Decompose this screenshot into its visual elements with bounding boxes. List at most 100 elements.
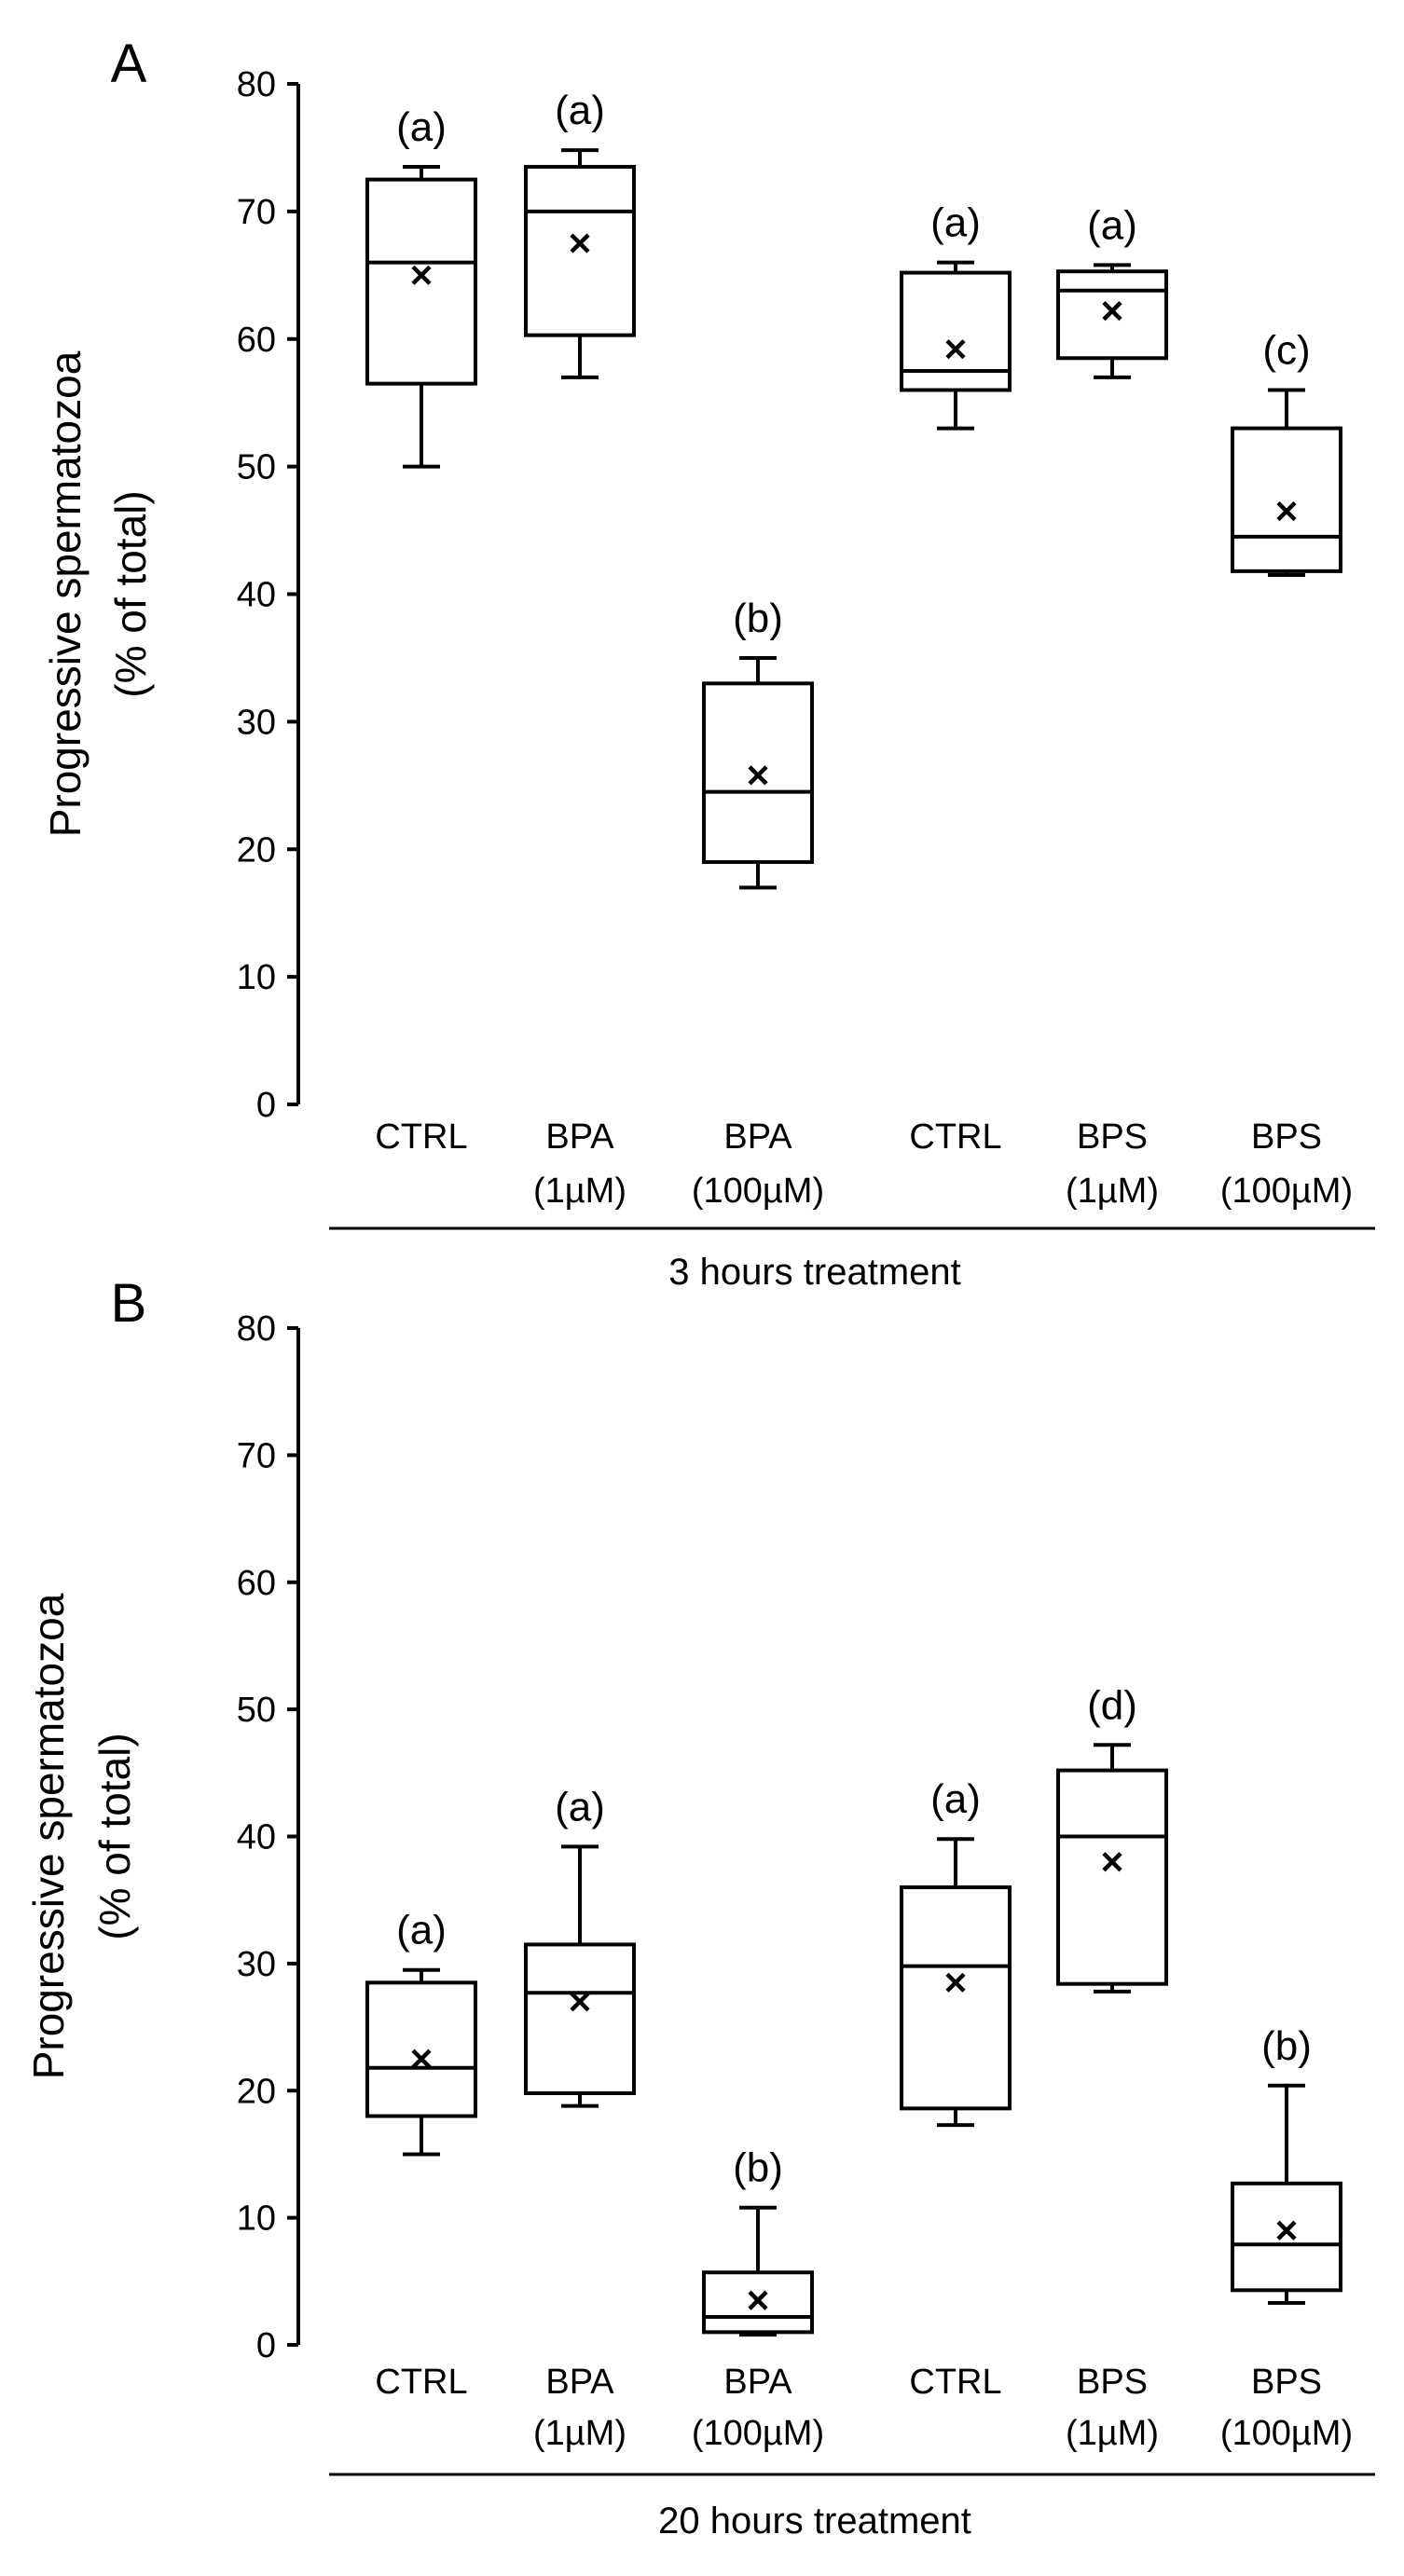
y-tick-label: 30 [237, 703, 276, 742]
significance-letter: (a) [396, 104, 447, 150]
y-tick-label: 10 [237, 958, 276, 997]
box-5: (d) [1056, 1682, 1168, 1994]
category-sublabel: (1µM) [1066, 1172, 1159, 1211]
box-iqr [1231, 426, 1342, 573]
panel-a: A 0 10 20 30 40 50 60 70 80 Progressive spermatozo… [41, 34, 1375, 1293]
mean-marker [748, 2290, 768, 2310]
box-iqr [1056, 1768, 1168, 1986]
mean-marker [1102, 301, 1122, 322]
box-iqr [1231, 2181, 1342, 2293]
category-sublabel: (100µM) [692, 1172, 824, 1211]
mean-marker [570, 233, 590, 253]
significance-letter: (a) [1087, 202, 1137, 248]
box-1: (a) [365, 104, 477, 469]
y-tick-label: 20 [237, 2072, 276, 2111]
category-label: CTRL [909, 2363, 1001, 2402]
y-tick-label: 80 [237, 65, 276, 104]
y-tick-label: 30 [237, 1945, 276, 1984]
group-label: 20 hours treatment [658, 2501, 971, 2542]
y-tick-label: 70 [237, 1436, 276, 1475]
mean-marker-stroke [570, 233, 590, 253]
y-tick-label: 70 [237, 193, 276, 232]
significance-letter: (a) [396, 1908, 447, 1953]
significance-letter: (b) [733, 2145, 783, 2191]
significance-letter: (c) [1262, 328, 1310, 374]
mean-marker-stroke [1102, 301, 1122, 322]
category-sublabel: (1µM) [1066, 2414, 1159, 2453]
y-tick-label: 80 [237, 1309, 276, 1349]
y-tick-label: 60 [237, 321, 276, 360]
mean-marker [411, 265, 432, 285]
category-label: BPA [723, 2363, 792, 2402]
box-2: (a) [524, 1784, 636, 2108]
box-1: (a) [365, 1908, 477, 2157]
y-axis-label-units: (% of total) [90, 1733, 139, 1939]
y-tick-label: 10 [237, 2199, 276, 2239]
mean-marker-stroke [570, 1992, 590, 2012]
mean-marker [1276, 2220, 1297, 2240]
box-4: (a) [900, 200, 1012, 431]
category-label: BPS [1251, 2363, 1322, 2402]
box-3: (b) [702, 596, 814, 890]
mean-marker-stroke [411, 265, 432, 285]
panel-b: B 0 10 20 30 40 50 60 70 80 Progressive spermatozo… [24, 1273, 1375, 2542]
category-label: CTRL [375, 2363, 467, 2402]
category-label: BPS [1251, 1117, 1322, 1157]
y-axis-label: Progressive spermatozoa [24, 1593, 73, 2079]
mean-marker [570, 1992, 590, 2012]
y-tick-label: 50 [237, 1691, 276, 1730]
box-iqr [524, 1942, 636, 2095]
box-6: (b) [1231, 2023, 1342, 2305]
box-iqr [1056, 269, 1168, 361]
significance-letter: (a) [930, 200, 981, 246]
mean-marker-stroke [1102, 1852, 1122, 1872]
y-tick-label: 20 [237, 830, 276, 870]
significance-letter: (a) [930, 1776, 981, 1822]
box-6: (c) [1231, 328, 1342, 577]
significance-letter: (d) [1087, 1682, 1137, 1728]
category-sublabel: (1µM) [533, 2414, 626, 2453]
significance-letter: (a) [555, 88, 605, 133]
box-iqr [900, 1885, 1012, 2111]
category-label: BPA [545, 2363, 614, 2402]
mean-marker [945, 339, 966, 360]
box-5: (a) [1056, 202, 1168, 379]
mean-marker-stroke [1276, 2220, 1297, 2240]
category-label: BPA [723, 1117, 792, 1157]
mean-marker-stroke [945, 1972, 966, 1993]
box-iqr [365, 1980, 477, 2118]
box-2: (a) [524, 88, 636, 379]
category-sublabel: (100µM) [692, 2414, 824, 2453]
mean-marker-stroke [945, 339, 966, 360]
box-4: (a) [900, 1776, 1012, 2128]
y-axis-label-units: (% of total) [106, 490, 155, 697]
mean-marker-stroke [411, 2048, 432, 2069]
category-label: CTRL [375, 1117, 467, 1157]
category-label: BPA [545, 1117, 614, 1157]
box-iqr [524, 164, 636, 337]
category-sublabel: (100µM) [1220, 1172, 1353, 1211]
significance-letter: (a) [555, 1784, 605, 1829]
category-label: BPS [1077, 2363, 1148, 2402]
mean-marker-stroke [1276, 500, 1297, 522]
category-label: BPS [1077, 1117, 1148, 1157]
y-tick-label: 0 [256, 1086, 276, 1125]
mean-marker [1102, 1852, 1122, 1872]
box-3: (b) [702, 2145, 814, 2337]
mean-marker [945, 1972, 966, 1993]
y-tick-label: 50 [237, 448, 276, 487]
category-label: CTRL [909, 1117, 1001, 1157]
y-tick-label: 40 [237, 1818, 276, 1857]
y-axis-label: Progressive spermatozoa [41, 350, 89, 837]
group-label: 3 hours treatment [668, 1252, 961, 1293]
mean-marker-stroke [748, 765, 768, 786]
y-tick-label: 0 [256, 2326, 276, 2365]
category-sublabel: (100µM) [1220, 2414, 1353, 2453]
mean-marker [411, 2048, 432, 2069]
panel-letter: A [111, 34, 147, 94]
panel-letter: B [111, 1273, 147, 1334]
mean-marker-stroke [748, 2290, 768, 2310]
y-tick-label: 40 [237, 576, 276, 615]
category-sublabel: (1µM) [533, 1172, 626, 1211]
